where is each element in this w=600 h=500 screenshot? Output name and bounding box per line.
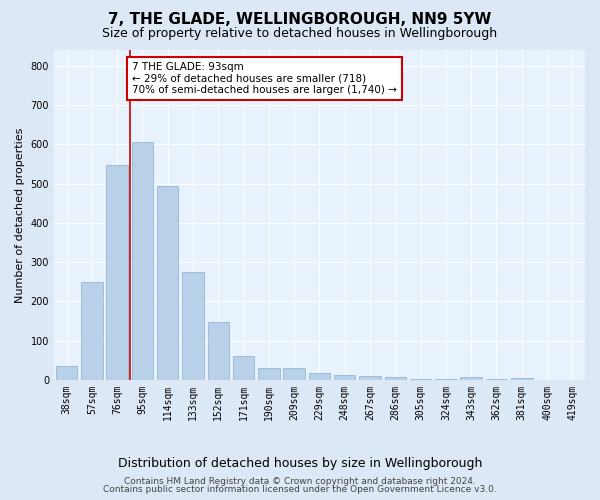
Bar xyxy=(283,368,305,380)
Bar xyxy=(460,376,482,380)
Bar xyxy=(385,376,406,380)
Bar xyxy=(182,272,204,380)
Bar xyxy=(435,379,457,380)
Bar xyxy=(106,164,128,380)
Bar xyxy=(410,379,431,380)
Text: Contains public sector information licensed under the Open Government Licence v3: Contains public sector information licen… xyxy=(103,485,497,494)
Y-axis label: Number of detached properties: Number of detached properties xyxy=(15,128,25,302)
Bar xyxy=(486,379,507,380)
Text: Distribution of detached houses by size in Wellingborough: Distribution of detached houses by size … xyxy=(118,458,482,470)
Bar xyxy=(208,322,229,380)
Text: Contains HM Land Registry data © Crown copyright and database right 2024.: Contains HM Land Registry data © Crown c… xyxy=(124,477,476,486)
Bar xyxy=(511,378,533,380)
Bar xyxy=(233,356,254,380)
Bar xyxy=(81,282,103,380)
Bar xyxy=(359,376,381,380)
Bar xyxy=(309,373,330,380)
Bar xyxy=(56,366,77,380)
Text: Size of property relative to detached houses in Wellingborough: Size of property relative to detached ho… xyxy=(103,28,497,40)
Text: 7, THE GLADE, WELLINGBOROUGH, NN9 5YW: 7, THE GLADE, WELLINGBOROUGH, NN9 5YW xyxy=(109,12,491,28)
Bar xyxy=(258,368,280,380)
Text: 7 THE GLADE: 93sqm
← 29% of detached houses are smaller (718)
70% of semi-detach: 7 THE GLADE: 93sqm ← 29% of detached hou… xyxy=(133,62,397,95)
Bar xyxy=(131,142,153,380)
Bar xyxy=(334,375,355,380)
Bar xyxy=(157,186,178,380)
